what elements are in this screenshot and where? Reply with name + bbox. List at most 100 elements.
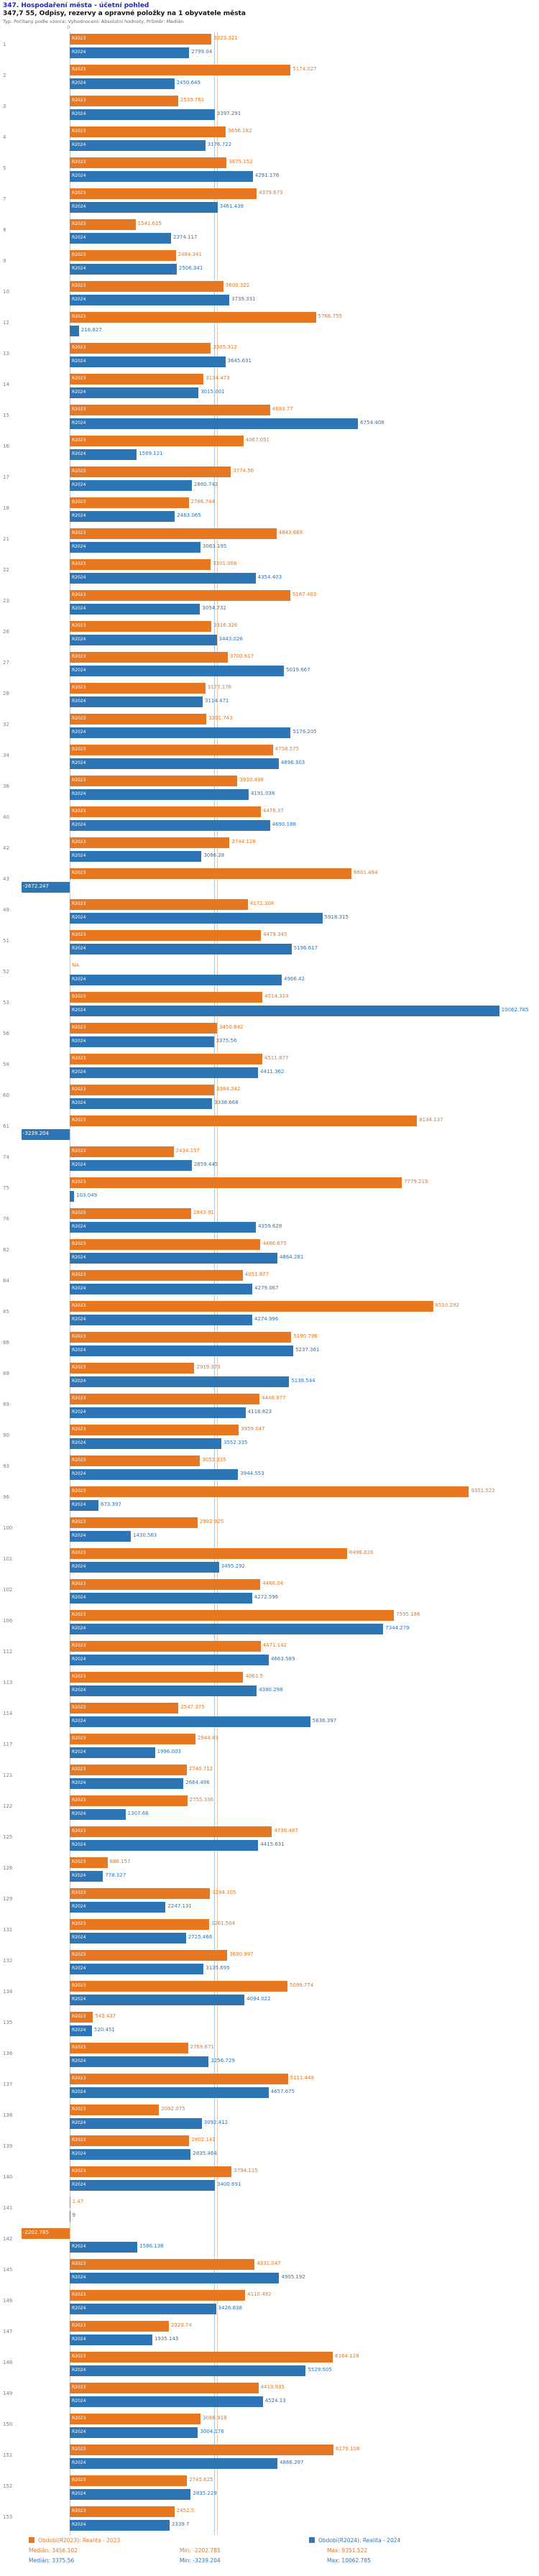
chart-row-114: 114 R2023 2547.375 R2024 5636.397 — [0, 1701, 539, 1731]
bar-row-r2023: R2023 3284.305 — [0, 1887, 539, 1900]
bar-r2024 — [70, 295, 230, 305]
row-number: 26 — [3, 629, 9, 635]
series-label-r2023: R2023 — [72, 2261, 86, 2266]
row-number: 60 — [3, 1092, 9, 1098]
row-number: 122 — [3, 1803, 13, 1809]
bar-row-r2024: R2024 4690.188 — [0, 819, 539, 832]
bar-row-r2024: R2024 4118.823 — [0, 1406, 539, 1420]
row-number: 34 — [3, 753, 9, 758]
chart-row-34: 34 R2023 4758.575 R2024 4896.303 — [0, 742, 539, 773]
value-label: 2859.445 — [193, 1162, 218, 1167]
bar-row-r2023: R2023 2769.671 — [0, 2041, 539, 2055]
row-number: 17 — [3, 474, 9, 480]
value-label: 3930.498 — [239, 777, 264, 783]
value-label: -2672.247 — [23, 883, 49, 889]
row-number: 135 — [3, 2020, 13, 2025]
series-label-r2023: R2023 — [72, 469, 86, 474]
value-label: 3063.195 — [202, 543, 227, 549]
bar-row-r2023: R2023 5766.755 — [0, 310, 539, 324]
row-number: 153 — [3, 2514, 13, 2520]
value-label: 3426.838 — [218, 2305, 242, 2311]
series-label-r2023: R2023 — [72, 129, 86, 134]
value-label: 3052.335 — [202, 1457, 226, 1463]
chart-row-126: 126 R2023 886.157 R2024 778.327 — [0, 1855, 539, 1886]
series-label-r2024: R2024 — [72, 1224, 86, 1229]
bar-r2024 — [70, 2396, 263, 2407]
chart-row-88: 88 R2023 2919.373 R2024 5138.544 — [0, 1361, 539, 1392]
chart-row-49: 49 R2023 4172.308 R2024 5918.315 — [0, 897, 539, 928]
series-label-r2023: R2023 — [72, 2014, 86, 2019]
value-label: 4511.877 — [264, 1055, 289, 1061]
bar-row-r2023: R2023 5174.027 — [0, 63, 539, 77]
value-label: 4331.047 — [257, 2260, 281, 2266]
bar-row-r2024: R2024 6754.408 — [0, 417, 539, 431]
bar-row-r2024: R2024 3400.691 — [0, 2179, 539, 2192]
bar-r2023 — [70, 745, 273, 755]
row-number: 49 — [3, 907, 9, 913]
value-label: 4110.492 — [247, 2291, 272, 2297]
bar-row-r2023: R2023 4514.324 — [0, 990, 539, 1004]
row-number: 89 — [3, 1402, 9, 1407]
bar-r2024 — [70, 2118, 202, 2129]
series-label-r2024: R2024 — [72, 390, 86, 395]
value-label: 4690.188 — [272, 822, 296, 827]
value-label: 2339.7 — [171, 2521, 190, 2527]
bar-r2023 — [70, 652, 228, 663]
row-number: 90 — [3, 1432, 9, 1438]
value-label: 4843.669 — [278, 530, 303, 535]
series-label-r2024: R2024 — [72, 1904, 86, 1909]
series-label-r2024: R2024 — [72, 1008, 86, 1013]
value-label: 4291.176 — [254, 172, 280, 178]
bar-row-r2023: R2023 4693.77 — [0, 403, 539, 417]
value-label: 2450.649 — [176, 80, 201, 86]
bar-row-r2024: R2024 3004.176 — [0, 2426, 539, 2439]
series-label-r2023: R2023 — [72, 623, 86, 628]
bar-row-r2023: R2023 2755.336 — [0, 1794, 539, 1808]
series-label-r2023: R2023 — [72, 438, 86, 443]
bar-r2023 — [70, 250, 176, 261]
series-label-r2023: R2023 — [72, 1519, 86, 1524]
bar-row-r2024: R2024 3092.412 — [0, 2117, 539, 2130]
series-label-r2023: R2023 — [72, 1241, 86, 1246]
bar-row-r2024: R2024 3426.838 — [0, 2302, 539, 2316]
bar-row-r2024: R2024 4094.022 — [0, 1993, 539, 2007]
bar-r2024 — [22, 882, 70, 893]
value-label: 1996.003 — [157, 1749, 181, 1754]
value-label: 1307.68 — [127, 1811, 149, 1816]
bar-r2024 — [70, 666, 285, 676]
bar-row-r2023: NA — [0, 960, 539, 973]
bar-row-r2024: R2024 4966.42 — [0, 973, 539, 987]
series-label-r2023: R2023 — [72, 1983, 86, 1988]
value-label: 5099.774 — [289, 1982, 314, 1988]
bar-row-r2024: R2024 2725.466 — [0, 1931, 539, 1945]
bar-r2024 — [70, 2273, 280, 2283]
bar-r2023 — [70, 1054, 262, 1064]
series-label-r2023: R2023 — [72, 809, 86, 814]
value-label: 3284.305 — [212, 1890, 236, 1895]
bar-row-r2024: R2024 2450.649 — [0, 77, 539, 91]
bar-row-r2024: R2024 4866.297 — [0, 2457, 539, 2470]
row-number: 106 — [3, 1618, 13, 1624]
series-label-r2024: R2024 — [72, 2028, 86, 2033]
bar-r2023 — [70, 1301, 433, 1312]
bar-row-r2024: R2024 3552.335 — [0, 1437, 539, 1450]
bar-row-r2024: R2024 4272.596 — [0, 1591, 539, 1605]
value-label: 3316.326 — [213, 622, 238, 628]
series-label-r2023: R2023 — [72, 1210, 86, 1215]
bar-row-r2024: R2024 4191.038 — [0, 788, 539, 801]
series-label-r2023: R2023 — [72, 500, 86, 505]
series-label-r2024: R2024 — [72, 637, 86, 642]
value-label: 3338.668 — [214, 1100, 239, 1105]
bar-r2024 — [70, 2365, 306, 2376]
legend-item-r2023: Období(R2023): Realita - 2023 — [29, 2536, 309, 2545]
bar-row-r2023: -2202.785 — [0, 2227, 539, 2240]
value-label: 3301.068 — [213, 561, 237, 566]
chart-row-74: 74 R2023 2434.157 R2024 2859.445 — [0, 1144, 539, 1175]
series-label-r2024: R2024 — [72, 1255, 86, 1260]
bar-row-r2024: R2024 3495.292 — [0, 1560, 539, 1574]
bar-r2023 — [70, 528, 277, 539]
chart-row-86: 86 R2023 5190.796 R2024 5237.361 — [0, 1330, 539, 1361]
row-number: 152 — [3, 2483, 13, 2489]
chart-row-137: 137 R2023 5111.448 R2024 4657.675 — [0, 2071, 539, 2102]
row-number: 27 — [3, 660, 9, 666]
